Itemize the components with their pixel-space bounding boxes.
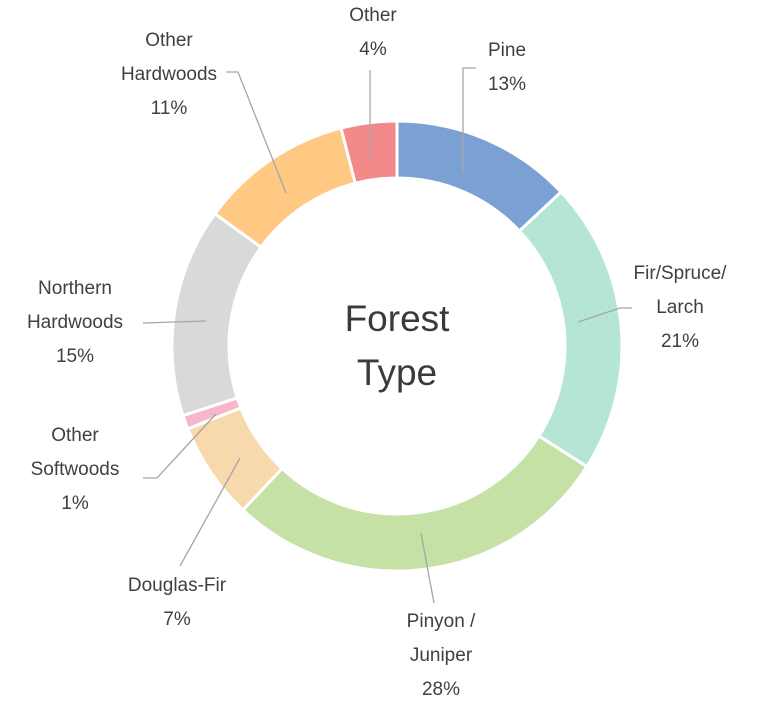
category-label: Other xyxy=(349,5,397,26)
category-label: Douglas-Fir xyxy=(127,575,227,596)
value-label: 28% xyxy=(421,679,461,700)
donut-slice xyxy=(212,126,358,250)
slice-label: Fir/Spruce/ Larch 21% xyxy=(634,257,727,359)
category-label: Pinyon / Juniper xyxy=(406,611,476,666)
category-label: Northern Hardwoods xyxy=(26,278,124,333)
value-label: 4% xyxy=(359,39,387,60)
donut-slice xyxy=(339,119,399,186)
donut-slice xyxy=(517,189,624,469)
leader-line xyxy=(462,67,476,172)
leader-line xyxy=(226,71,287,194)
value-label: 1% xyxy=(61,493,89,514)
category-label: Fir/Spruce/ Larch xyxy=(633,263,727,318)
chart-title: Forest Type xyxy=(344,298,450,393)
category-label: Pine xyxy=(487,40,527,61)
slice-label: Other 4% xyxy=(349,0,397,67)
category-label: Other Hardwoods xyxy=(120,30,218,85)
slice-label: Douglas-Fir 7% xyxy=(128,569,226,637)
value-label: 15% xyxy=(55,346,95,367)
slice-label: Other Softwoods 1% xyxy=(31,419,120,521)
value-label: 11% xyxy=(150,98,188,119)
value-label: 13% xyxy=(487,74,527,95)
slice-label: Other Hardwoods 11% xyxy=(121,24,217,126)
slice-label: Pine 13% xyxy=(488,34,526,102)
donut-slice xyxy=(170,211,264,418)
slice-label: Northern Hardwoods 15% xyxy=(27,272,123,374)
leader-line xyxy=(143,413,217,479)
category-label: Other Softwoods xyxy=(30,425,120,480)
leader-line xyxy=(577,307,632,323)
value-label: 21% xyxy=(660,331,700,352)
donut-slice xyxy=(240,433,590,573)
leader-line xyxy=(142,320,207,324)
slice-label: Pinyon / Juniper 28% xyxy=(407,605,476,707)
leader-line xyxy=(179,457,241,567)
value-label: 7% xyxy=(163,609,191,630)
leader-line xyxy=(420,532,435,604)
